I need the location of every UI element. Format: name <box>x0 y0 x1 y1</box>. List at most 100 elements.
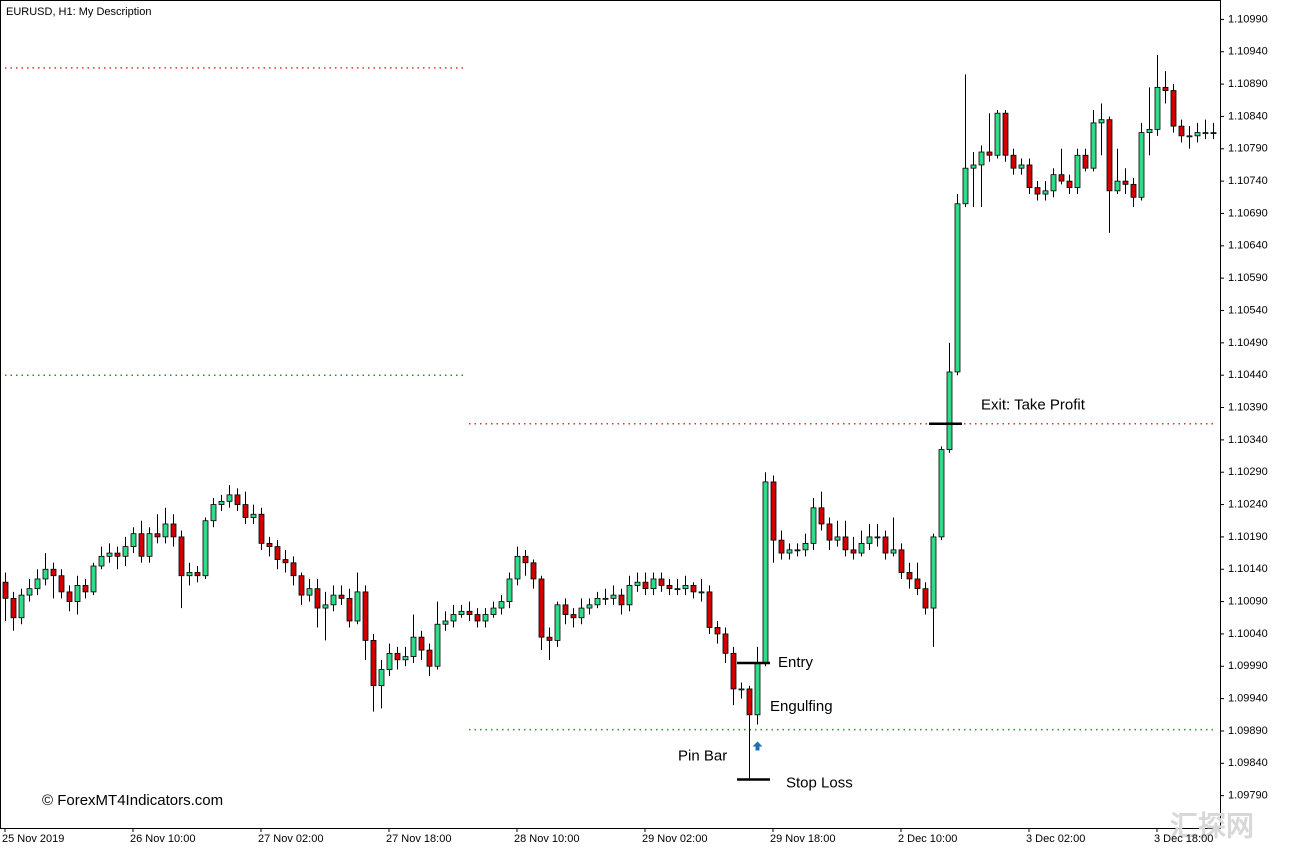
candle-body <box>658 578 665 586</box>
candle-body <box>1066 180 1073 188</box>
candle-body <box>1042 190 1049 195</box>
candle-body <box>634 581 641 586</box>
candle-body <box>994 112 1001 156</box>
candle-body <box>842 536 849 551</box>
candle-body <box>1162 86 1169 91</box>
candle-body <box>250 513 257 518</box>
y-tick-label: 1.10990 <box>1228 13 1268 25</box>
candle-body <box>778 539 785 554</box>
candle-body <box>874 536 881 539</box>
candle-body <box>698 591 705 594</box>
candle-body <box>986 151 993 156</box>
candle-body <box>578 607 585 619</box>
candle-body <box>290 562 297 577</box>
candle-body <box>458 610 465 615</box>
candle-body <box>194 572 201 577</box>
candle-body <box>546 636 553 641</box>
candle-body <box>474 614 481 622</box>
candle-body <box>18 594 25 619</box>
candle-body <box>970 164 977 169</box>
candle-body <box>962 167 969 205</box>
candle-body <box>346 597 353 622</box>
candle-body <box>234 494 241 505</box>
y-tick-label: 1.10790 <box>1228 143 1268 155</box>
candle-body <box>274 546 281 560</box>
candle-body <box>858 542 865 554</box>
y-tick-label: 1.10340 <box>1228 434 1268 446</box>
candle-body <box>450 614 457 622</box>
y-tick-label: 1.10890 <box>1228 78 1268 90</box>
take-profit-label: Exit: Take Profit <box>981 397 1086 414</box>
candle-body <box>226 494 233 502</box>
candle-body <box>1194 132 1201 137</box>
x-tick-label: 29 Nov 02:00 <box>642 833 707 845</box>
chart-title: EURUSD, H1: My Description <box>6 6 151 18</box>
corner-watermark: 汇探网 <box>1170 810 1254 841</box>
candle-body <box>74 585 81 602</box>
candle-body <box>1034 187 1041 195</box>
candle-body <box>810 507 817 544</box>
candle-body <box>1202 132 1209 135</box>
candle-body <box>666 585 673 590</box>
candle-body <box>418 636 425 651</box>
candle-body <box>530 562 537 580</box>
candle-body <box>938 449 945 538</box>
candle-body <box>434 623 441 667</box>
candle-body <box>210 504 217 522</box>
candle-body <box>722 633 729 654</box>
y-tick-label: 1.09890 <box>1228 725 1268 737</box>
candle-body <box>58 575 65 593</box>
candle-body <box>1210 132 1217 135</box>
candle-body <box>882 536 889 554</box>
candle-body <box>66 591 73 602</box>
candle-body <box>554 604 561 641</box>
candle-body <box>82 585 89 593</box>
candle-body <box>770 481 777 541</box>
candle-body <box>642 581 649 590</box>
x-tick-label: 25 Nov 2019 <box>2 833 64 845</box>
y-tick-label: 1.10640 <box>1228 240 1268 252</box>
stop-loss-label: Stop Loss <box>786 774 853 791</box>
x-tick-label: 26 Nov 10:00 <box>130 833 195 845</box>
candle-body <box>266 542 273 548</box>
y-tick-label: 1.10040 <box>1228 628 1268 640</box>
y-tick-label: 1.09940 <box>1228 693 1268 705</box>
candle-body <box>786 549 793 554</box>
candle-body <box>394 652 401 661</box>
candle-body <box>1154 86 1161 130</box>
y-tick-label: 1.10190 <box>1228 531 1268 543</box>
candle-body <box>98 555 105 567</box>
candle-body <box>738 688 745 691</box>
candle-body <box>794 549 801 552</box>
candle-body <box>338 594 345 599</box>
candle-body <box>1170 90 1177 127</box>
candle-body <box>946 371 953 450</box>
candle-body <box>1074 154 1081 188</box>
candle-body <box>674 588 681 591</box>
candle-body <box>466 610 473 615</box>
candle-body <box>1082 154 1089 169</box>
candle-body <box>506 578 513 602</box>
candle-body <box>386 652 393 670</box>
candle-body <box>1002 112 1009 156</box>
candle-body <box>154 533 161 538</box>
candle-body <box>50 568 57 577</box>
candle-body <box>354 591 361 622</box>
entry-label: Entry <box>778 654 814 671</box>
candle-body <box>498 601 505 609</box>
candle-body <box>746 688 753 716</box>
candle-body <box>26 588 33 596</box>
candle-body <box>10 597 17 619</box>
candle-body <box>1050 174 1057 192</box>
candle-body <box>1146 128 1153 134</box>
candle-body <box>850 549 857 554</box>
candle-body <box>818 507 825 525</box>
candle-body <box>898 549 905 573</box>
candle-body <box>362 591 369 641</box>
candle-body <box>162 523 169 538</box>
candle-body <box>378 669 385 687</box>
candle-body <box>650 578 657 590</box>
